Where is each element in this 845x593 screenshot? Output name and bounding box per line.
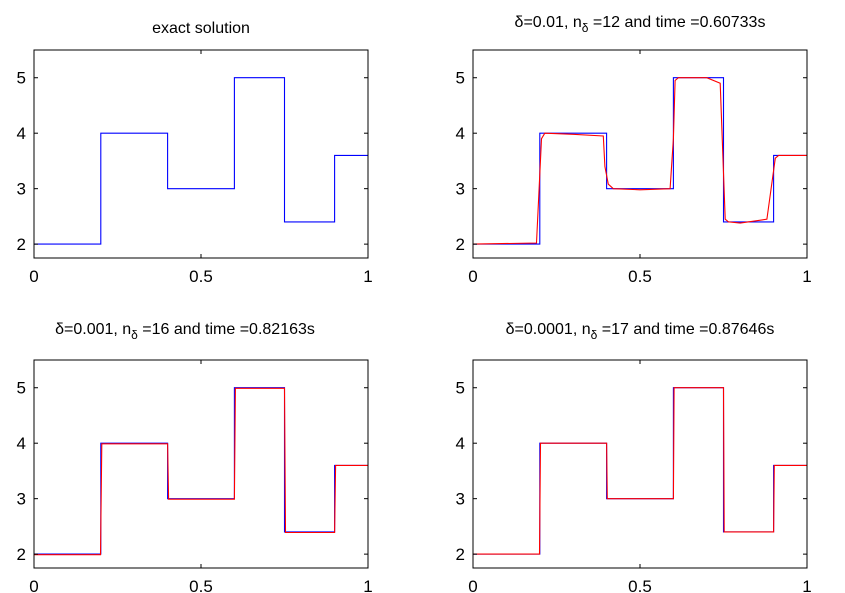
- y-tick-label: 3: [17, 490, 26, 509]
- y-tick-label: 3: [456, 180, 465, 199]
- x-tick-label: 0: [29, 577, 38, 593]
- y-tick-label: 2: [17, 545, 26, 564]
- x-tick-label: 0.5: [628, 267, 652, 286]
- approximate-solution-line: [473, 77, 807, 245]
- x-tick-label: 0.5: [628, 577, 652, 593]
- title-subscript: δ: [591, 328, 598, 342]
- title-part: δ=0.001, n: [55, 321, 131, 338]
- title-subscript: δ: [582, 21, 589, 35]
- exact-solution-line: [473, 77, 807, 245]
- y-tick-label: 4: [456, 434, 465, 453]
- axes-box: [33, 359, 369, 569]
- subplot-title: exact solution: [152, 20, 250, 37]
- y-tick-label: 2: [456, 545, 465, 564]
- title-part: =17 and time =0.87646s: [597, 321, 774, 338]
- y-tick-label: 4: [17, 434, 26, 453]
- x-tick-label: 1: [802, 577, 811, 593]
- y-tick-label: 2: [17, 235, 26, 254]
- y-tick-label: 3: [17, 180, 26, 199]
- subplot-3: δ=0.001, nδ =16 and time =0.82163s 0 0.5 1 2…: [17, 321, 373, 593]
- axes-box: [33, 49, 369, 259]
- y-tick-label: 3: [456, 490, 465, 509]
- subplot-title: δ=0.0001, nδ =17 and time =0.87646s: [506, 321, 775, 342]
- x-tick-label: 1: [363, 577, 372, 593]
- subplot-1: exact solution 0 0.5 1 2 3 4 5: [17, 20, 373, 286]
- title-subscript: δ: [131, 328, 138, 342]
- y-tick-label: 5: [17, 69, 26, 88]
- y-tick-label: 5: [456, 379, 465, 398]
- subplot-title: δ=0.001, nδ =16 and time =0.82163s: [55, 321, 315, 342]
- approximate-solution-line: [473, 387, 807, 555]
- x-tick-label: 0.5: [189, 267, 213, 286]
- y-tick-label: 2: [456, 235, 465, 254]
- subplot-title: δ=0.01, nδ =12 and time =0.60733s: [515, 14, 766, 35]
- axes-box: [472, 49, 808, 259]
- x-tick-label: 0: [29, 267, 38, 286]
- x-tick-label: 0: [468, 577, 477, 593]
- x-tick-label: 0: [468, 267, 477, 286]
- exact-solution-line: [473, 387, 807, 555]
- x-tick-label: 0.5: [189, 577, 213, 593]
- y-tick-label: 5: [17, 379, 26, 398]
- title-part: δ=0.0001, n: [506, 321, 591, 338]
- y-tick-label: 4: [456, 124, 465, 143]
- exact-solution-line: [34, 77, 368, 245]
- title-part: =12 and time =0.60733s: [588, 14, 765, 31]
- subplot-4: δ=0.0001, nδ =17 and time =0.87646s 0 0.5 1…: [456, 321, 812, 593]
- title-part: =16 and time =0.82163s: [138, 321, 315, 338]
- title-part: δ=0.01, n: [515, 14, 582, 31]
- y-tick-label: 4: [17, 124, 26, 143]
- subplot-2: δ=0.01, nδ =12 and time =0.60733s 0 0.5 1 2 3…: [456, 14, 812, 286]
- exact-solution-line: [34, 387, 368, 555]
- x-tick-label: 1: [802, 267, 811, 286]
- approximate-solution-line: [34, 387, 368, 556]
- axes-box: [472, 359, 808, 569]
- y-tick-label: 5: [456, 69, 465, 88]
- x-tick-label: 1: [363, 267, 372, 286]
